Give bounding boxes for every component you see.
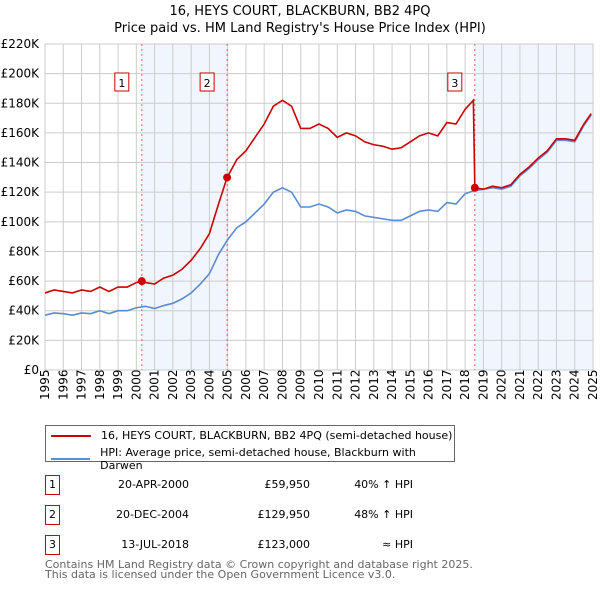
x-tick-label: 1997 — [75, 369, 89, 400]
sale-row: 2 20-DEC-2004 £129,950 48% ↑ HPI — [45, 505, 600, 525]
footer: Contains HM Land Registry data © Crown c… — [45, 558, 473, 581]
sale-label-box — [114, 72, 130, 92]
sale-label: 2 — [204, 77, 211, 90]
sale-label: 1 — [118, 77, 125, 90]
sale-row: 3 13-JUL-2018 £123,000 ≈ HPI — [45, 535, 600, 555]
y-tick-label: £220K — [1, 37, 41, 51]
sale-label-box — [447, 72, 463, 92]
chart-subtitle: Price paid vs. HM Land Registry's House … — [114, 21, 486, 36]
legend-hpi: HPI: Average price, semi-detached house,… — [100, 446, 416, 472]
footer-line1: Contains HM Land Registry data © Crown c… — [45, 558, 473, 571]
x-tick-label: 2006 — [239, 369, 253, 400]
x-tick-label: 2021 — [513, 369, 527, 400]
sale-label: 3 — [451, 77, 458, 90]
sale-number: 2 — [45, 505, 60, 525]
y-tick-label: £20K — [8, 333, 40, 347]
y-tick-label: £160K — [1, 126, 41, 140]
x-tick-label: 2009 — [294, 369, 308, 400]
x-tick-label: 2003 — [184, 369, 198, 400]
x-tick-label: 2007 — [257, 369, 271, 400]
y-tick-label: £140K — [1, 156, 41, 170]
x-tick-label: 2020 — [495, 369, 509, 400]
x-tick-label: 2001 — [148, 369, 162, 400]
x-tick-label: 2015 — [403, 369, 417, 400]
y-tick-label: £80K — [8, 244, 40, 258]
y-tick-label: £180K — [1, 96, 41, 110]
y-tick-label: £120K — [1, 185, 41, 199]
y-tick-label: £0 — [24, 363, 39, 377]
sale-date: 13-JUL-2018 — [121, 538, 189, 551]
legend-red-line — [51, 434, 91, 437]
x-tick-label: 2004 — [202, 369, 216, 400]
footer-line2: This data is licensed under the Open Gov… — [45, 568, 396, 581]
y-tick-label: £200K — [1, 67, 41, 81]
sale-price: £59,950 — [264, 478, 311, 491]
x-tick-label: 2023 — [549, 369, 563, 400]
legend-property: 16, HEYS COURT, BLACKBURN, BB2 4PQ (semi… — [101, 429, 453, 442]
sale-label-box — [199, 72, 215, 92]
y-tick-label: £40K — [8, 304, 40, 318]
sale-price: £123,000 — [257, 538, 311, 551]
sale-point — [470, 183, 479, 192]
x-tick-label: 2008 — [275, 369, 289, 400]
x-tick-label: 2002 — [166, 369, 180, 400]
sale-hpi: ≈ HPI — [382, 538, 413, 551]
x-tick-label: 2017 — [440, 369, 454, 400]
sale-date: 20-DEC-2004 — [115, 508, 189, 521]
sale-date: 20-APR-2000 — [117, 478, 189, 491]
sale-point — [223, 173, 232, 182]
x-tick-label: 2024 — [568, 369, 582, 400]
x-tick-label: 2025 — [586, 369, 600, 400]
price-chart: £0 £20K £40K £60K £80K £100K £120K £140K £160K £1… — [1, 37, 600, 400]
y-tick-label: £60K — [8, 274, 40, 288]
sale-point — [137, 277, 146, 286]
x-tick-label: 1999 — [111, 369, 125, 400]
x-tick-label: 2013 — [367, 369, 381, 400]
sale-row: 1 20-APR-2000 £59,950 40% ↑ HPI — [45, 475, 600, 495]
plot-border — [44, 43, 594, 371]
x-tick-label: 1998 — [93, 369, 107, 400]
sale-hpi: 48% ↑ HPI — [354, 508, 413, 521]
shaded-range — [141, 44, 228, 370]
x-tick-label: 2016 — [422, 369, 436, 400]
x-tick-label: 2012 — [349, 369, 363, 400]
legend: 16, HEYS COURT, BLACKBURN, BB2 4PQ (semi… — [45, 425, 455, 472]
shaded-range — [474, 44, 593, 370]
x-tick-label: 2010 — [312, 369, 326, 400]
x-tick-label: 2005 — [221, 369, 235, 400]
hpi-line — [44, 114, 592, 316]
x-tick-label: 2000 — [129, 369, 143, 400]
x-tick-label: 1996 — [56, 369, 70, 400]
x-tick-label: 2018 — [458, 369, 472, 400]
sale-hpi: 40% ↑ HPI — [354, 478, 413, 491]
x-tick-label: 1995 — [38, 369, 52, 400]
sale-number: 3 — [45, 535, 60, 555]
legend-blue-line — [51, 458, 91, 460]
x-tick-label: 2022 — [531, 369, 545, 400]
x-tick-label: 2011 — [330, 369, 344, 400]
x-tick-label: 2014 — [385, 369, 399, 400]
y-tick-label: £100K — [1, 215, 41, 229]
sale-number: 1 — [45, 475, 60, 495]
sale-price: £129,950 — [257, 508, 311, 521]
chart-title: 16, HEYS COURT, BLACKBURN, BB2 4PQ — [169, 4, 431, 19]
x-tick-label: 2019 — [476, 369, 490, 400]
